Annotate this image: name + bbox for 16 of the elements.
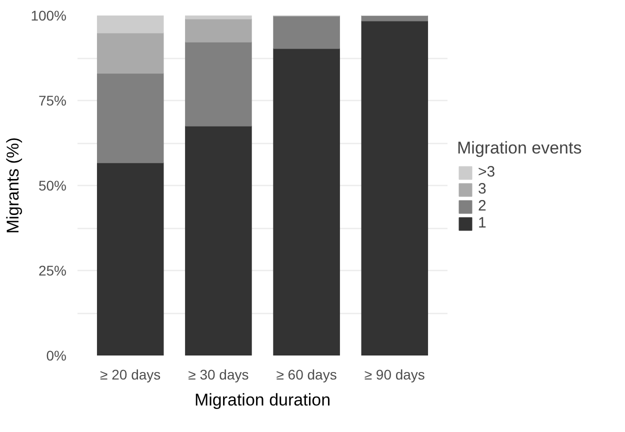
y-tick-label: 0%	[46, 348, 66, 364]
legend-label: 2	[478, 198, 488, 214]
legend-title: Migration events	[457, 138, 582, 158]
legend-label: 1	[478, 214, 488, 232]
y-tick-label: 25%	[38, 262, 67, 278]
y-tick-label: 50%	[38, 178, 67, 194]
x-tick-label: ≥ 30 days	[188, 366, 249, 382]
legend-label: 3	[478, 180, 488, 198]
x-tick-label: ≥ 60 days	[276, 366, 337, 382]
x-tick-label: ≥ 20 days	[100, 366, 161, 382]
x-tick-label: ≥ 90 days	[364, 366, 425, 382]
y-tick-label: 75%	[38, 92, 67, 108]
x-axis-title: Migration duration	[194, 390, 331, 410]
y-axis-title: Migrants (%)	[4, 137, 23, 234]
legend-label: >3	[478, 164, 496, 180]
y-tick-label: 100%	[30, 8, 67, 24]
